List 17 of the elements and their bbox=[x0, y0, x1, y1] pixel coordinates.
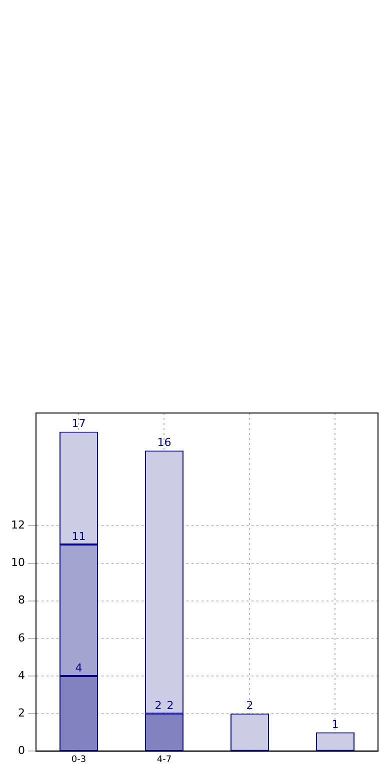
y-tick-label: 10 bbox=[10, 556, 25, 570]
total-label: 1 bbox=[332, 718, 339, 731]
y-tick-label: 4 bbox=[18, 668, 25, 682]
y-tick-label: 12 bbox=[10, 518, 25, 532]
total-label: 16 bbox=[157, 436, 172, 449]
x-tick-label: 0-3 bbox=[71, 754, 86, 765]
x-tick-label: 4-7 bbox=[156, 754, 172, 765]
annotation: 2 bbox=[154, 698, 162, 712]
annotation: 11 bbox=[72, 530, 86, 543]
annotation: 4 bbox=[75, 661, 82, 674]
total-label: 2 bbox=[246, 698, 254, 712]
y-tick-label: 0 bbox=[18, 744, 25, 758]
annotation: 2 bbox=[166, 698, 174, 712]
y-tick-label: 6 bbox=[18, 631, 25, 644]
y-tick-label: 2 bbox=[18, 706, 25, 720]
total-label: 17 bbox=[72, 417, 86, 430]
y-tick-label: 8 bbox=[18, 594, 25, 607]
